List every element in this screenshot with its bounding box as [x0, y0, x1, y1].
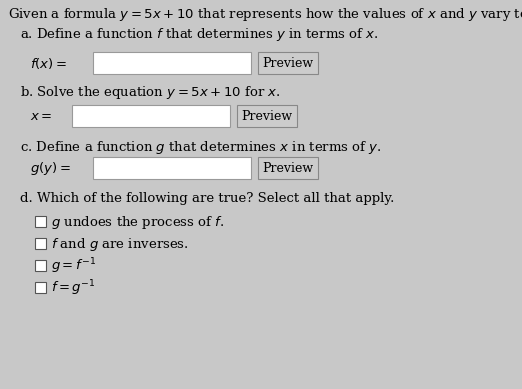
- FancyBboxPatch shape: [237, 105, 297, 127]
- Text: $g(y) =$: $g(y) =$: [30, 159, 71, 177]
- FancyBboxPatch shape: [72, 105, 230, 127]
- FancyBboxPatch shape: [93, 52, 251, 74]
- FancyBboxPatch shape: [35, 282, 46, 293]
- FancyBboxPatch shape: [35, 238, 46, 249]
- Text: Preview: Preview: [263, 161, 314, 175]
- Text: $g$ undoes the process of $f$.: $g$ undoes the process of $f$.: [51, 214, 224, 231]
- Text: b. Solve the equation $y = 5x + 10$ for $x$.: b. Solve the equation $y = 5x + 10$ for …: [20, 84, 281, 100]
- Text: a. Define a function $f$ that determines $y$ in terms of $x$.: a. Define a function $f$ that determines…: [20, 26, 378, 42]
- FancyBboxPatch shape: [35, 259, 46, 270]
- Text: Preview: Preview: [242, 109, 292, 123]
- Text: Preview: Preview: [263, 56, 314, 70]
- Text: c. Define a function $g$ that determines $x$ in terms of $y$.: c. Define a function $g$ that determines…: [20, 138, 382, 156]
- FancyBboxPatch shape: [258, 52, 318, 74]
- Text: d. Which of the following are true? Select all that apply.: d. Which of the following are true? Sele…: [20, 191, 395, 205]
- Text: $g = f^{-1}$: $g = f^{-1}$: [51, 256, 96, 276]
- Text: $f(x) =$: $f(x) =$: [30, 56, 67, 70]
- FancyBboxPatch shape: [93, 157, 251, 179]
- Text: Given a formula $y = 5x + 10$ that represents how the values of $x$ and $y$ vary: Given a formula $y = 5x + 10$ that repre…: [8, 5, 522, 23]
- FancyBboxPatch shape: [35, 216, 46, 226]
- Text: $f = g^{-1}$: $f = g^{-1}$: [51, 278, 96, 298]
- Text: $x =$: $x =$: [30, 109, 52, 123]
- Text: $f$ and $g$ are inverses.: $f$ and $g$ are inverses.: [51, 235, 189, 252]
- FancyBboxPatch shape: [258, 157, 318, 179]
